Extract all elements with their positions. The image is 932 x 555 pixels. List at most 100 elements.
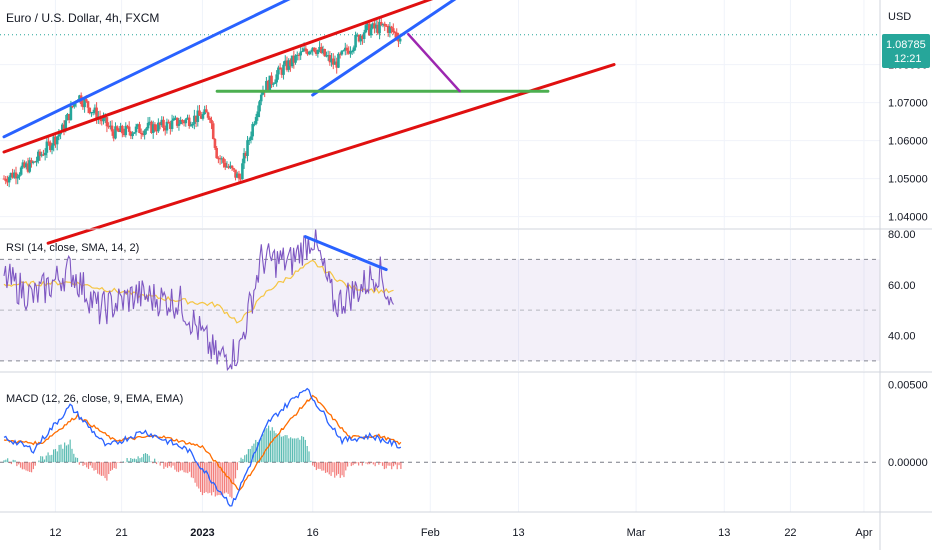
price-tick-label: 1.05000 — [888, 174, 928, 186]
candle-body — [266, 80, 270, 91]
candle-body — [136, 124, 140, 127]
candle-body — [261, 90, 265, 95]
candle-body — [155, 129, 158, 132]
candle-body — [398, 38, 402, 42]
candle-body — [213, 138, 217, 148]
candle-body — [357, 34, 361, 42]
candle-body — [258, 101, 261, 112]
candle-body — [43, 152, 47, 156]
candle-body — [47, 141, 50, 143]
candle-body — [277, 67, 280, 75]
rsi-line — [3, 228, 394, 372]
candle-body — [206, 112, 210, 118]
red-lower-trendline — [46, 63, 616, 245]
candle-body — [343, 47, 347, 51]
candle-body — [283, 60, 287, 65]
candle-body — [187, 117, 191, 126]
candle-body — [139, 132, 143, 134]
candle-body — [117, 130, 121, 132]
blue-channel-upper-line — [2, 0, 291, 139]
candle-body — [378, 22, 381, 34]
candle-body — [205, 109, 208, 113]
candle-body — [218, 158, 222, 160]
candle-body — [380, 22, 383, 26]
candle-body — [297, 54, 301, 56]
candle-body — [287, 60, 290, 70]
candle-body — [349, 51, 352, 54]
candle-body — [38, 151, 42, 156]
candle-body — [198, 110, 201, 116]
candle-body — [314, 51, 318, 54]
candle-body — [169, 123, 172, 129]
candle-body — [151, 124, 155, 134]
candle-body — [126, 125, 129, 127]
candle-body — [100, 118, 104, 122]
candle-body — [395, 32, 399, 38]
candle-body — [232, 168, 236, 170]
candle-body — [338, 53, 342, 55]
candle-body — [12, 172, 16, 178]
candle-body — [114, 126, 117, 139]
candle-body — [347, 50, 351, 54]
candle-body — [292, 55, 296, 63]
candle-body — [326, 55, 330, 57]
candle-body — [102, 118, 105, 122]
candle-body — [374, 24, 378, 29]
candle-body — [184, 119, 188, 124]
countdown-label: 12:21 — [894, 53, 922, 65]
candle-body — [172, 118, 176, 121]
candle-body — [290, 55, 294, 67]
candle-body — [30, 160, 33, 164]
candle-body — [246, 140, 249, 156]
macd-legend[interactable]: MACD (12, 26, close, 9, EMA, EMA) — [6, 393, 183, 405]
candle-body — [148, 121, 152, 123]
time-tick-label: 12 — [49, 527, 61, 539]
candle-body — [179, 120, 182, 125]
red-upper-trendline — [2, 0, 434, 154]
blue-channel-lower-line — [311, 0, 457, 97]
rsi-legend[interactable]: RSI (14, close, SMA, 14, 2) — [6, 242, 139, 254]
candle-body — [256, 111, 260, 118]
candle-body — [369, 28, 373, 36]
candle-body — [259, 94, 263, 102]
macd-tick-label: 0.00500 — [888, 379, 928, 391]
candle-body — [318, 46, 321, 50]
candle-body — [115, 126, 119, 131]
candle-body — [158, 122, 162, 126]
time-tick-label: 2023 — [190, 527, 214, 539]
candle-body — [182, 121, 186, 124]
candle-body — [109, 125, 112, 127]
candle-body — [335, 61, 339, 68]
candle-body — [71, 105, 74, 107]
drawings[interactable] — [2, 0, 616, 245]
candle-body — [162, 119, 165, 128]
last-price-label: 1.08785 — [886, 39, 926, 51]
candle-body — [107, 126, 110, 128]
candle-body — [163, 127, 167, 131]
symbol-title[interactable]: Euro / U.S. Dollar, 4h, FXCM — [6, 11, 159, 25]
candle-body — [397, 37, 400, 42]
candle-body — [265, 80, 268, 93]
candle-body — [278, 67, 282, 70]
rsi-tick-label: 40.00 — [888, 331, 916, 343]
candle-body — [215, 147, 218, 159]
candle-body — [37, 151, 40, 161]
price-tick-label: 1.06000 — [888, 136, 928, 148]
candle-body — [78, 95, 81, 101]
candle-body — [196, 110, 200, 122]
candle-body — [282, 64, 285, 75]
candle-body — [145, 128, 148, 131]
candle-body — [186, 117, 189, 120]
candle-body — [93, 107, 97, 113]
candle-body — [371, 23, 375, 29]
candle-body — [386, 25, 390, 33]
candle-body — [210, 119, 213, 124]
candle-body — [367, 23, 371, 36]
candle-body — [110, 125, 114, 132]
candle-body — [337, 53, 340, 68]
candle-body — [309, 51, 313, 53]
candle-body — [225, 166, 229, 168]
candle-body — [14, 172, 18, 179]
